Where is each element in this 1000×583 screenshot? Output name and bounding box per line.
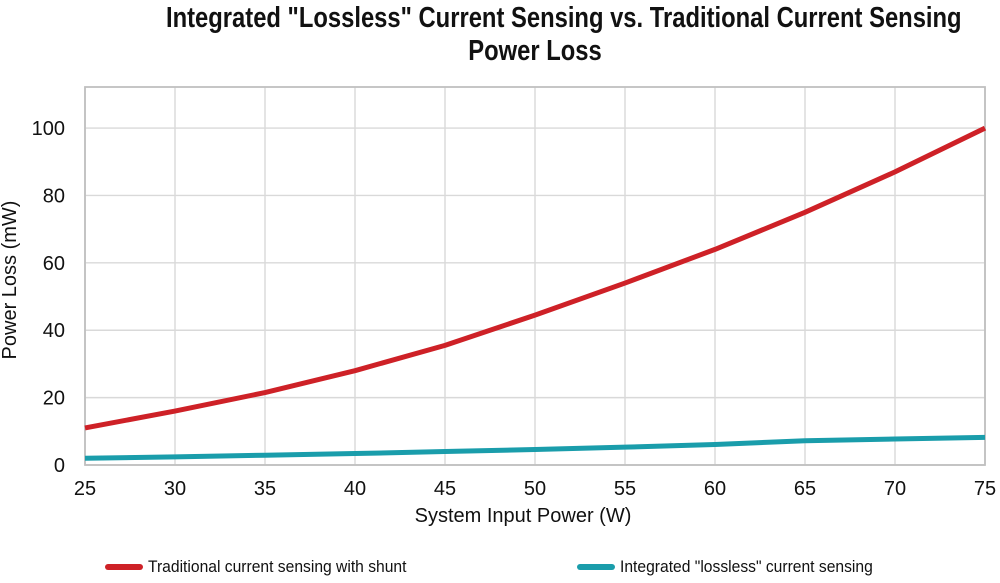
- y-tick-label: 60: [43, 253, 65, 275]
- x-tick-label: 40: [344, 478, 366, 500]
- x-tick-label: 50: [524, 478, 546, 500]
- y-tick-label: 20: [43, 388, 65, 410]
- chart-title: Integrated "Lossless" Current Sensing vs…: [166, 2, 962, 68]
- x-tick-label: 35: [254, 478, 276, 500]
- series-line-traditional: [84, 125, 987, 431]
- legend-swatch-traditional-icon: [105, 564, 144, 570]
- x-tick-label: 70: [884, 478, 906, 500]
- chart-title-line2: Power Loss: [468, 35, 602, 67]
- chart-legend: Traditional current sensing with shunt I…: [0, 552, 1000, 582]
- x-tick-label: 60: [704, 478, 726, 500]
- legend-swatch-lossless-icon: [577, 564, 616, 570]
- chart-title-line1: Integrated "Lossless" Current Sensing vs…: [166, 2, 962, 34]
- y-tick-label: 0: [54, 455, 65, 477]
- x-tick-label: 55: [614, 478, 636, 500]
- plot-border: [84, 86, 986, 466]
- y-tick-label: 80: [43, 185, 65, 207]
- series-line-lossless: [84, 434, 986, 461]
- x-tick-label: 25: [74, 478, 96, 500]
- y-tick-label: 40: [43, 320, 65, 342]
- legend-item-traditional: Traditional current sensing with shunt: [105, 557, 429, 577]
- y-axis-label: Power Loss (mW): [0, 201, 21, 360]
- legend-item-lossless: Integrated "lossless" current sensing: [577, 557, 895, 577]
- x-tick-label: 65: [794, 478, 816, 500]
- x-tick-label: 45: [434, 478, 456, 500]
- legend-label-lossless: Integrated "lossless" current sensing: [620, 557, 873, 576]
- x-tick-label: 75: [974, 478, 996, 500]
- legend-label-traditional: Traditional current sensing with shunt: [148, 557, 407, 576]
- x-tick-label: 30: [164, 478, 186, 500]
- y-tick-label: 100: [32, 118, 65, 140]
- x-axis-label: System Input Power (W): [415, 505, 632, 527]
